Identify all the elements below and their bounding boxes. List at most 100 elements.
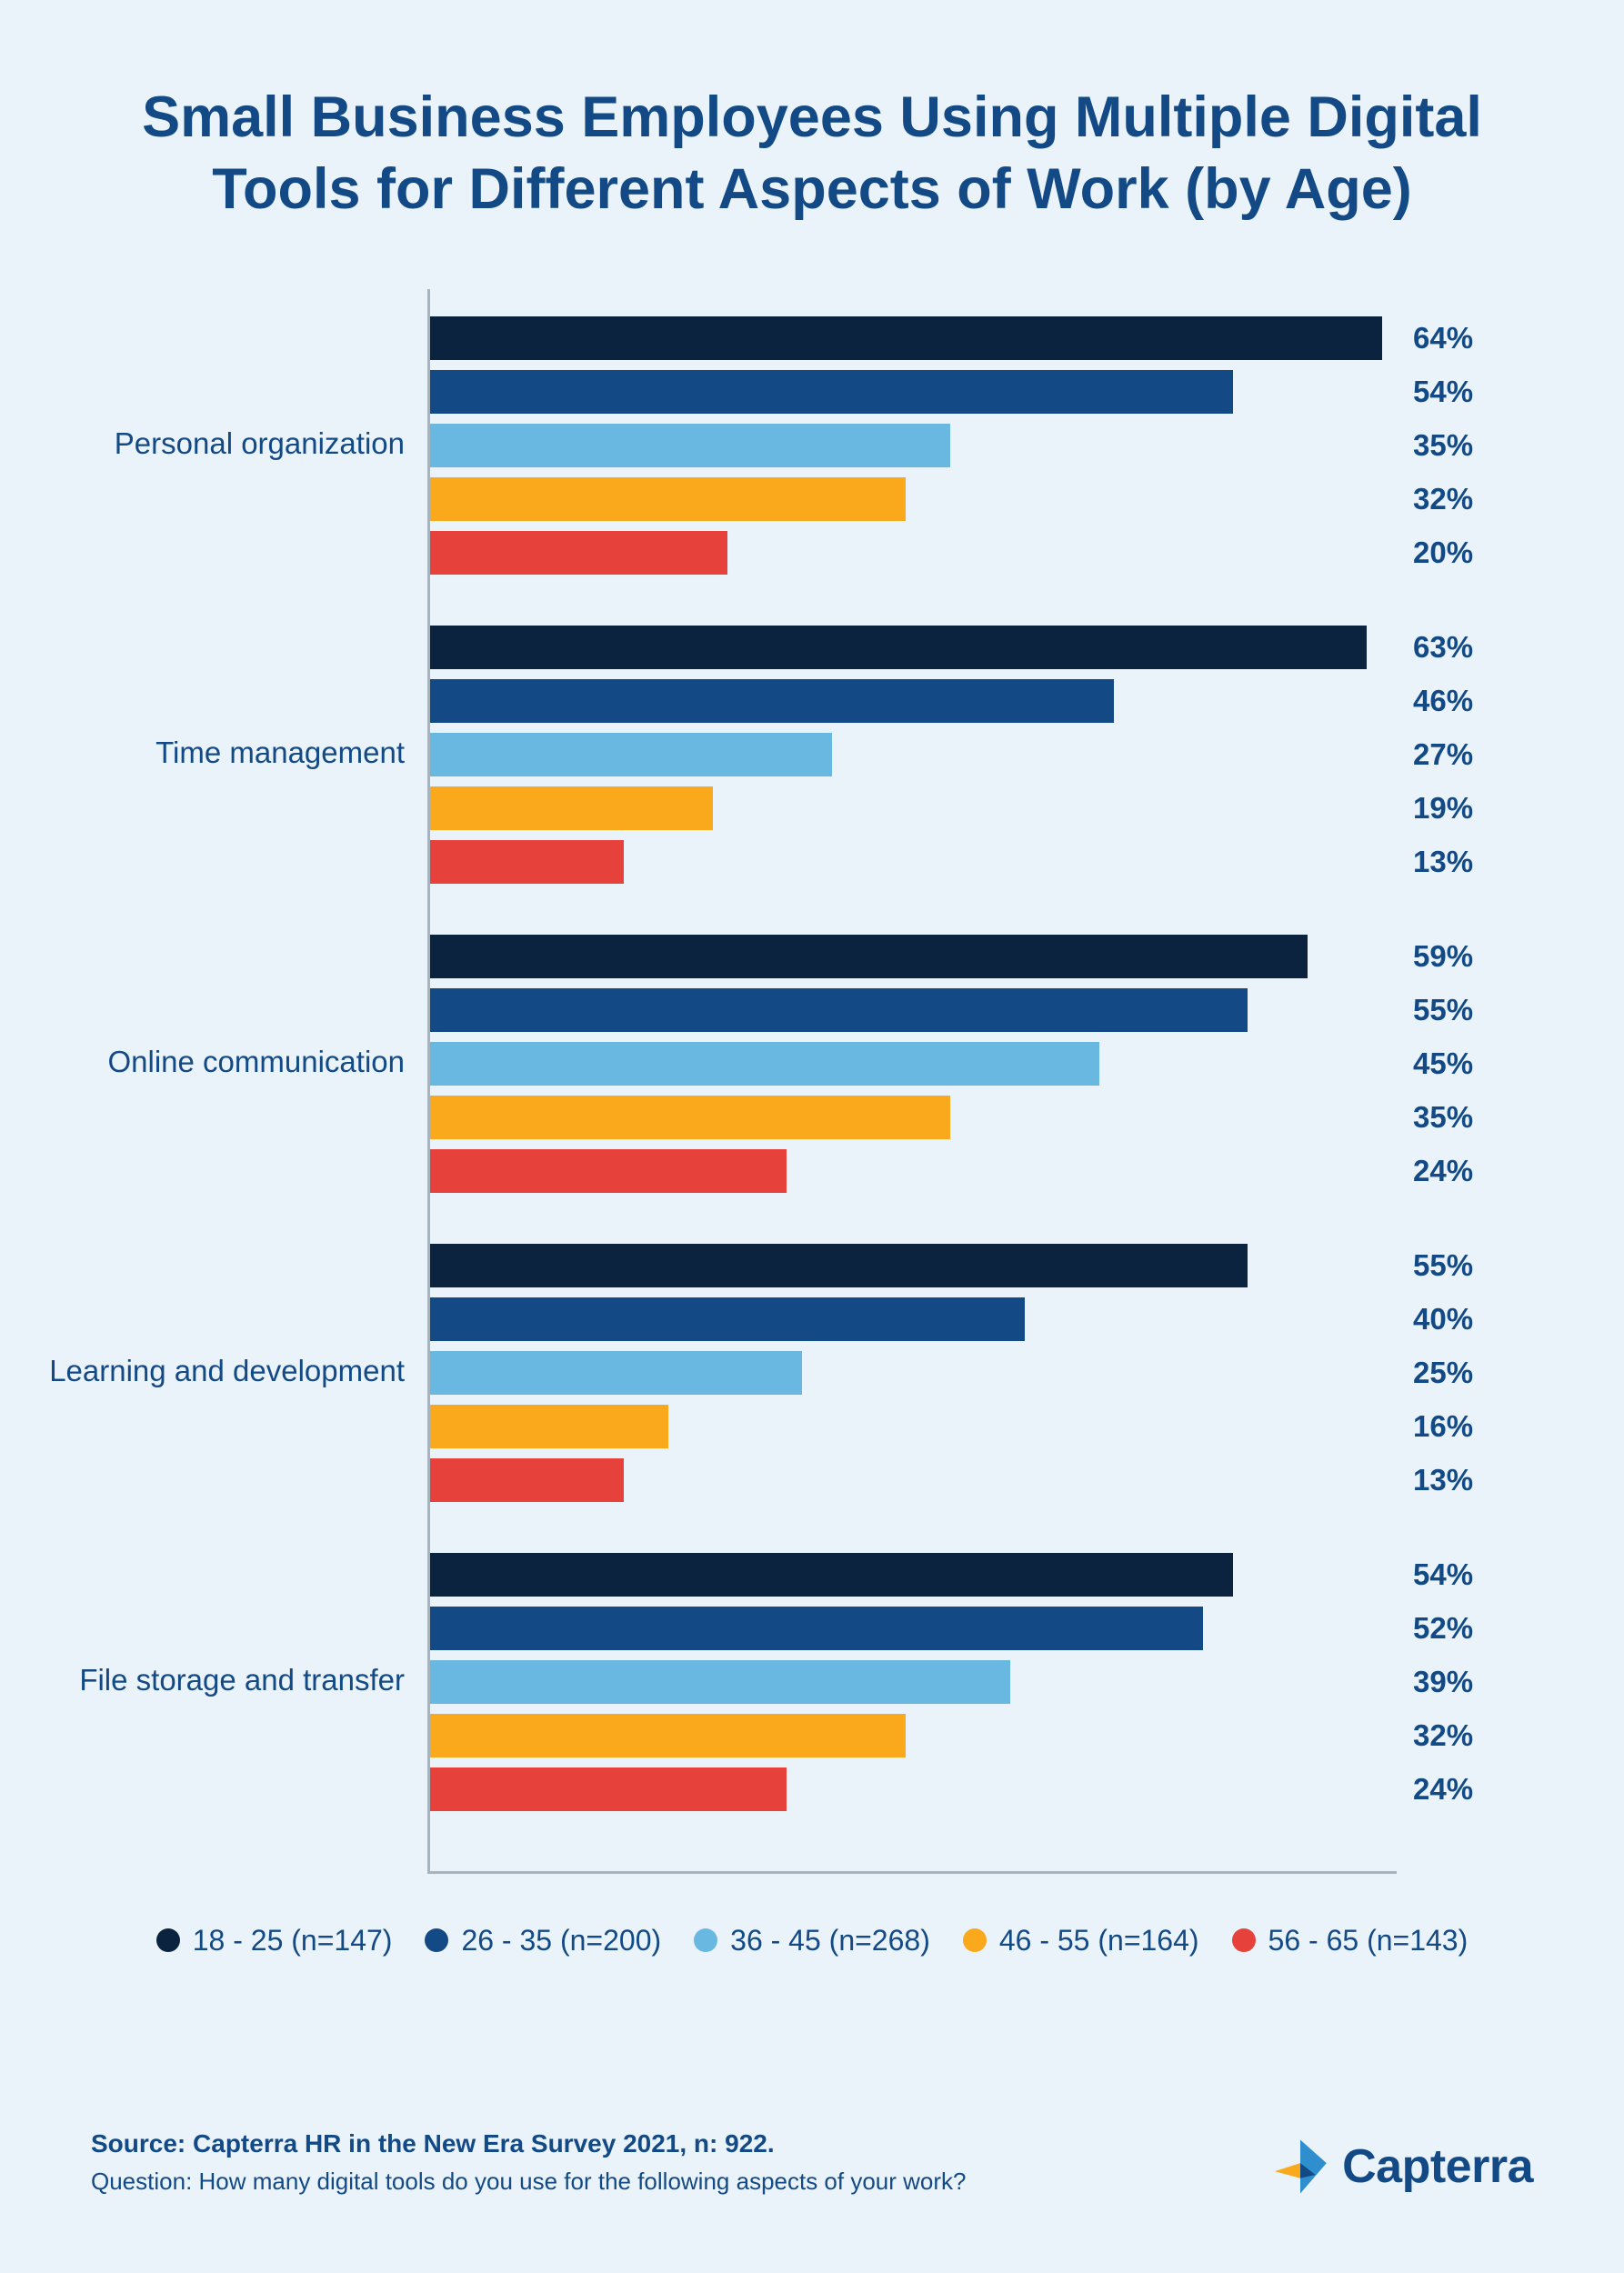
bar-row: 35% (430, 1096, 1397, 1139)
category-label: File storage and transfer (79, 1663, 405, 1697)
bar-row: 25% (430, 1351, 1397, 1395)
bar-row: 59% (430, 935, 1397, 978)
bar: 55% (430, 988, 1248, 1032)
bar-value-label: 35% (1413, 428, 1473, 463)
bar-value-label: 54% (1413, 375, 1473, 409)
category-label: Personal organization (115, 426, 405, 461)
bar-value-label: 46% (1413, 684, 1473, 718)
bar: 35% (430, 424, 950, 467)
bar-row: 52% (430, 1607, 1397, 1650)
bar-row: 13% (430, 1458, 1397, 1502)
bar: 24% (430, 1149, 787, 1193)
bar: 16% (430, 1405, 668, 1448)
bar-row: 55% (430, 988, 1397, 1032)
bar: 55% (430, 1244, 1248, 1287)
bar: 63% (430, 626, 1367, 669)
bar: 27% (430, 733, 832, 776)
bar-value-label: 59% (1413, 939, 1473, 974)
legend-swatch (156, 1928, 180, 1952)
bar-row: 32% (430, 477, 1397, 521)
brand-name: Capterra (1342, 2139, 1533, 2194)
bar-value-label: 20% (1413, 536, 1473, 570)
footer: Source: Capterra HR in the New Era Surve… (91, 2129, 1533, 2196)
legend-label: 46 - 55 (n=164) (999, 1924, 1199, 1958)
bar-row: 64% (430, 316, 1397, 360)
bar-value-label: 16% (1413, 1409, 1473, 1444)
legend-label: 18 - 25 (n=147) (193, 1924, 393, 1958)
bar: 52% (430, 1607, 1203, 1650)
bar-row: 63% (430, 626, 1397, 669)
footer-question: Question: How many digital tools do you … (91, 2168, 967, 2196)
bar-value-label: 40% (1413, 1302, 1473, 1337)
bar-row: 24% (430, 1767, 1397, 1811)
bar-value-label: 13% (1413, 845, 1473, 879)
bar-value-label: 63% (1413, 630, 1473, 665)
bar: 45% (430, 1042, 1099, 1086)
footer-text: Source: Capterra HR in the New Era Surve… (91, 2129, 967, 2196)
bar-value-label: 25% (1413, 1356, 1473, 1390)
bar-value-label: 55% (1413, 993, 1473, 1027)
bar-row: 24% (430, 1149, 1397, 1193)
bar-row: 32% (430, 1714, 1397, 1757)
bar-group: Learning and development55%40%25%16%13% (430, 1217, 1397, 1526)
bar-group: Online communication59%55%45%35%24% (430, 907, 1397, 1217)
legend-swatch (425, 1928, 448, 1952)
footer-source: Source: Capterra HR in the New Era Surve… (91, 2129, 967, 2158)
bar-value-label: 32% (1413, 482, 1473, 516)
legend-label: 56 - 65 (n=143) (1268, 1924, 1469, 1958)
bar-group: Personal organization64%54%35%32%20% (430, 289, 1397, 598)
bar: 54% (430, 1553, 1233, 1597)
bar-row: 40% (430, 1297, 1397, 1341)
legend-swatch (694, 1928, 717, 1952)
bar-value-label: 54% (1413, 1557, 1473, 1592)
bar-value-label: 45% (1413, 1046, 1473, 1081)
category-label: Learning and development (49, 1354, 405, 1388)
chart-plot-area: Personal organization64%54%35%32%20%Time… (427, 289, 1397, 1874)
bar: 20% (430, 531, 727, 575)
bar: 13% (430, 840, 624, 884)
bar: 13% (430, 1458, 624, 1502)
bar-row: 19% (430, 786, 1397, 830)
bar-value-label: 32% (1413, 1718, 1473, 1753)
bar-row: 39% (430, 1660, 1397, 1704)
bar: 24% (430, 1767, 787, 1811)
bar: 64% (430, 316, 1382, 360)
bar: 46% (430, 679, 1114, 723)
bar: 39% (430, 1660, 1010, 1704)
bar: 54% (430, 370, 1233, 414)
bar-value-label: 39% (1413, 1665, 1473, 1699)
bar-row: 16% (430, 1405, 1397, 1448)
legend: 18 - 25 (n=147) 26 - 35 (n=200) 36 - 45 (n… (91, 1924, 1533, 1960)
capterra-arrow-icon (1271, 2138, 1329, 2196)
bar: 25% (430, 1351, 802, 1395)
category-label: Time management (155, 736, 405, 770)
bar: 35% (430, 1096, 950, 1139)
bar-value-label: 52% (1413, 1611, 1473, 1646)
bar-row: 54% (430, 370, 1397, 414)
bar: 40% (430, 1297, 1025, 1341)
legend-item: 36 - 45 (n=268) (694, 1924, 930, 1958)
bar-row: 55% (430, 1244, 1397, 1287)
bar-value-label: 24% (1413, 1154, 1473, 1188)
bar-value-label: 13% (1413, 1463, 1473, 1497)
legend-label: 26 - 35 (n=200) (461, 1924, 661, 1958)
bar-value-label: 64% (1413, 321, 1473, 355)
chart-title: Small Business Employees Using Multiple … (91, 82, 1533, 225)
bar-row: 46% (430, 679, 1397, 723)
legend-item: 46 - 55 (n=164) (963, 1924, 1199, 1958)
bar-row: 45% (430, 1042, 1397, 1086)
bar-row: 13% (430, 840, 1397, 884)
category-label: Online communication (108, 1045, 406, 1079)
brand-logo: Capterra (1271, 2138, 1533, 2196)
bar-value-label: 35% (1413, 1100, 1473, 1135)
legend-label: 36 - 45 (n=268) (730, 1924, 930, 1958)
bar-value-label: 55% (1413, 1248, 1473, 1283)
legend-item: 56 - 65 (n=143) (1232, 1924, 1469, 1958)
bar: 32% (430, 1714, 906, 1757)
bar-value-label: 24% (1413, 1772, 1473, 1807)
bar: 32% (430, 477, 906, 521)
bar-row: 54% (430, 1553, 1397, 1597)
bar: 19% (430, 786, 713, 830)
bar-group: File storage and transfer54%52%39%32%24% (430, 1526, 1397, 1835)
legend-item: 18 - 25 (n=147) (156, 1924, 393, 1958)
